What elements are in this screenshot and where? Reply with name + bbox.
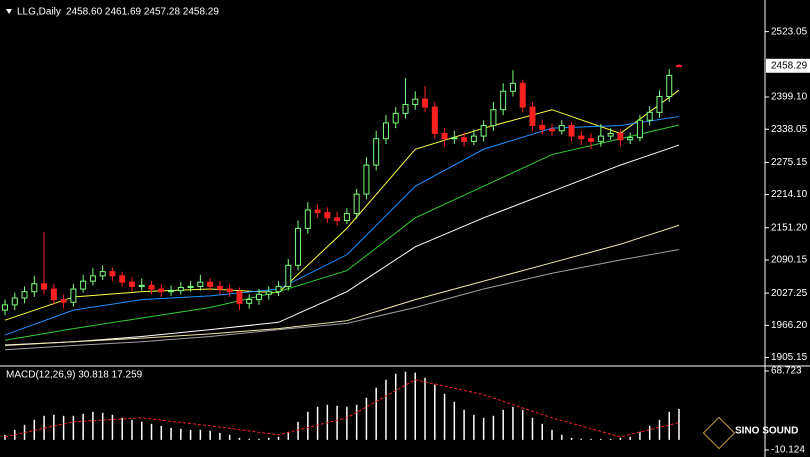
candle-body [11,297,18,306]
candle-body [314,209,321,214]
candle-body [500,90,507,111]
candle-body [490,109,497,127]
candle-body [382,122,389,140]
candle-body [128,281,135,287]
candle-body [187,285,194,288]
candle-body [226,288,233,293]
moving-average [4,89,680,321]
moving-average [4,224,680,346]
candle-body [168,290,175,293]
candle-body [109,271,116,277]
candle-body [119,275,126,283]
candle-body [265,291,272,295]
logo-icon [702,416,736,450]
candle-body [304,209,311,229]
candle-body [549,128,556,132]
candle-body [422,98,429,108]
candle-body [334,217,341,221]
candle-body [138,284,145,287]
candle-body [80,280,87,290]
candle-body [343,213,350,221]
y-tick-label: 2214.10 [771,189,808,200]
y-tick-label: -10.124 [771,445,805,456]
candle-body [636,119,643,139]
menu-arrow [6,9,12,14]
candle-body [41,283,48,290]
candle-body [285,264,292,287]
y-tick-label: 2027.25 [771,288,808,299]
candle-body [392,112,399,124]
candle-body [646,111,653,121]
candle-body [197,281,204,287]
candle-body [246,299,253,304]
moving-average [4,116,680,336]
candle-body [275,285,282,293]
candle-body [236,291,243,304]
candle-body [597,135,604,142]
candle-body [627,137,634,141]
candle-body [441,132,448,140]
candle-body [539,125,546,130]
candle-body [568,125,575,137]
y-tick-label: 1905.15 [771,352,808,363]
macd-title: MACD(12,26,9) 30.818 17.259 [6,370,143,381]
last-price-box [766,58,810,73]
candle-body [412,98,419,105]
candle-body [50,288,57,301]
candle-body [509,82,516,92]
candle-body [31,283,38,293]
candle-body [158,288,165,293]
chart-title: LLG,Daily [17,7,61,18]
y-tick-label: 2090.15 [771,255,808,266]
candle-body [588,138,595,142]
candle-body [431,106,438,134]
y-tick-label: 1966.20 [771,320,808,331]
last-price-label: 2458.29 [771,60,808,71]
candle-body [255,293,262,301]
candle-body [363,164,370,195]
candle-body [451,137,458,140]
y-tick-label: 2523.05 [771,26,808,37]
candle-body [295,227,302,266]
candle-body [373,138,380,166]
candle-body [99,271,106,277]
candle-body [207,281,214,287]
candle-body [578,135,585,140]
y-tick-label: 2338.05 [771,124,808,135]
signal-line [4,379,680,438]
chart-subtitle: 2458.60 2461.69 2457.28 2458.29 [66,7,219,18]
candle-body [666,74,673,98]
logo-text: SINO SOUND [735,426,798,437]
y-tick-label: 2399.10 [771,92,808,103]
candle-body [402,103,409,114]
moving-average [4,248,680,351]
candle-body [148,284,155,290]
y-tick-label: 2151.20 [771,222,808,233]
candle-body [529,106,536,127]
y-tick-label: 68.723 [771,366,802,377]
candle-body [216,285,223,290]
candle-body [656,96,663,113]
candle-body [324,212,331,219]
logo: SINO SOUND [702,416,798,450]
candle-body [89,275,96,282]
candle-body [2,304,8,311]
candle-body [353,193,360,215]
candle-body [558,125,565,132]
candle-body [519,82,526,108]
candle-body [480,125,487,137]
candle-body [60,299,67,303]
candle-body [470,135,477,142]
candle-body [461,137,468,142]
candle-body [676,65,682,68]
y-tick-label: 2275.15 [771,157,808,168]
candle-body [177,286,184,292]
candle-body [617,132,624,141]
candle-body [70,288,77,303]
moving-average [4,124,680,341]
moving-average [4,144,680,346]
candle-body [607,132,614,137]
candle-body [21,291,28,299]
